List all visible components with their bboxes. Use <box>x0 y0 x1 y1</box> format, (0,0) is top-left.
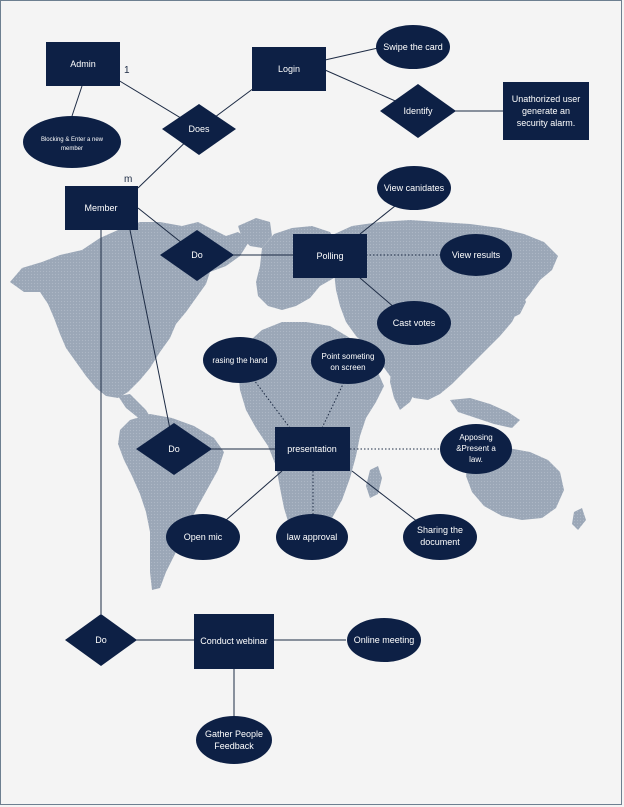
attribute-view-candidates[interactable]: View canidates <box>377 166 451 210</box>
relationship-identify[interactable]: Identify <box>380 84 456 138</box>
attribute-view-candidates-label: View canidates <box>384 183 445 193</box>
attribute-cast-votes-label: Cast votes <box>393 318 436 328</box>
attribute-online-meeting-label: Online meeting <box>354 635 415 645</box>
attribute-apposing-line-1: Apposing <box>459 433 492 442</box>
dotted-connectors <box>253 254 441 516</box>
attribute-blocking[interactable]: Blocking & Enter a new member <box>23 116 121 168</box>
attribute-sharing-document-line-2: document <box>420 537 460 547</box>
attribute-cast-votes[interactable]: Cast votes <box>377 301 451 345</box>
edge-presentation-open-mic <box>224 470 283 522</box>
attribute-raising-hand[interactable]: rasing the hand <box>203 337 277 383</box>
relationship-do-webinar-label: Do <box>95 635 107 645</box>
cardinality-many: m <box>124 174 132 185</box>
attribute-law-approval-label: law approval <box>287 532 338 542</box>
entity-alarm[interactable]: Unathorized user generate an security al… <box>503 82 589 140</box>
attribute-gather-feedback-line-2: Feedback <box>214 741 254 751</box>
entity-alarm-line-1: Unathorized user <box>512 94 581 104</box>
entity-conduct-webinar-label: Conduct webinar <box>200 636 268 646</box>
map-new-zealand <box>572 508 586 530</box>
entity-admin-label: Admin <box>70 59 96 69</box>
entity-conduct-webinar[interactable]: Conduct webinar <box>194 614 274 669</box>
relationship-does[interactable]: Does <box>162 104 236 155</box>
map-greenland <box>238 218 272 248</box>
entity-presentation-label: presentation <box>287 444 337 454</box>
attribute-view-results[interactable]: View results <box>440 234 512 276</box>
edge-login-swipe <box>324 47 379 61</box>
attribute-swipe-card[interactable]: Swipe the card <box>376 25 450 69</box>
entity-admin[interactable]: Admin <box>46 42 120 86</box>
relationship-do-polling-label: Do <box>191 250 203 260</box>
entity-polling[interactable]: Polling <box>293 234 367 278</box>
map-japan <box>508 292 526 318</box>
edge-presentation-sharing <box>351 470 419 523</box>
entity-polling-label: Polling <box>316 251 343 261</box>
attribute-sharing-document-line-1: Sharing the <box>417 525 463 535</box>
attribute-gather-feedback[interactable]: Gather People Feedback <box>196 716 272 764</box>
map-madagascar <box>366 466 382 498</box>
attribute-sharing-document[interactable]: Sharing the document <box>403 514 477 560</box>
entity-alarm-line-3: security alarm. <box>517 118 576 128</box>
relationship-does-label: Does <box>188 124 210 134</box>
attribute-point-screen-line-2: on screen <box>330 363 365 372</box>
relationship-do-polling[interactable]: Do <box>160 230 234 281</box>
attribute-apposing-line-2: &Present a <box>456 444 496 453</box>
edge-admin-blocking <box>71 85 83 117</box>
attribute-swipe-card-label: Swipe the card <box>383 42 443 52</box>
edge-presentation-raising-hand <box>253 379 291 429</box>
relationship-do-presentation[interactable]: Do <box>136 423 212 475</box>
entity-login[interactable]: Login <box>252 47 326 91</box>
attribute-online-meeting[interactable]: Online meeting <box>347 618 421 662</box>
entity-alarm-line-2: generate an <box>522 106 570 116</box>
relationship-do-webinar[interactable]: Do <box>65 614 137 666</box>
attribute-blocking-line-2: member <box>61 146 83 152</box>
map-india <box>390 360 420 410</box>
attribute-open-mic[interactable]: Open mic <box>166 514 240 560</box>
attribute-law-approval[interactable]: law approval <box>276 514 348 560</box>
cardinality-one: 1 <box>124 65 130 76</box>
attribute-apposing-line-3: law. <box>469 455 483 464</box>
edge-polling-view-candidates <box>359 201 401 235</box>
edge-polling-cast-votes <box>359 277 396 309</box>
entity-login-label: Login <box>278 64 300 74</box>
edge-member-do-presentation <box>129 229 175 450</box>
entity-presentation[interactable]: presentation <box>275 427 350 471</box>
relationship-do-presentation-label: Do <box>168 444 180 454</box>
attribute-blocking-line-1: Blocking & Enter a new <box>41 137 104 143</box>
attribute-view-results-label: View results <box>452 250 501 260</box>
map-se-asia-islands <box>450 398 520 428</box>
attribute-point-screen-line-1: Point someting <box>322 352 375 361</box>
attribute-point-screen[interactable]: Point someting on screen <box>311 338 385 384</box>
attribute-raising-hand-label: rasing the hand <box>212 356 267 365</box>
attribute-apposing[interactable]: Apposing &Present a law. <box>440 424 512 474</box>
relationship-identify-label: Identify <box>403 106 433 116</box>
attribute-gather-feedback-line-1: Gather People <box>205 729 263 739</box>
attribute-open-mic-label: Open mic <box>184 532 223 542</box>
entity-member[interactable]: Member <box>65 186 138 230</box>
entity-member-label: Member <box>84 203 117 213</box>
